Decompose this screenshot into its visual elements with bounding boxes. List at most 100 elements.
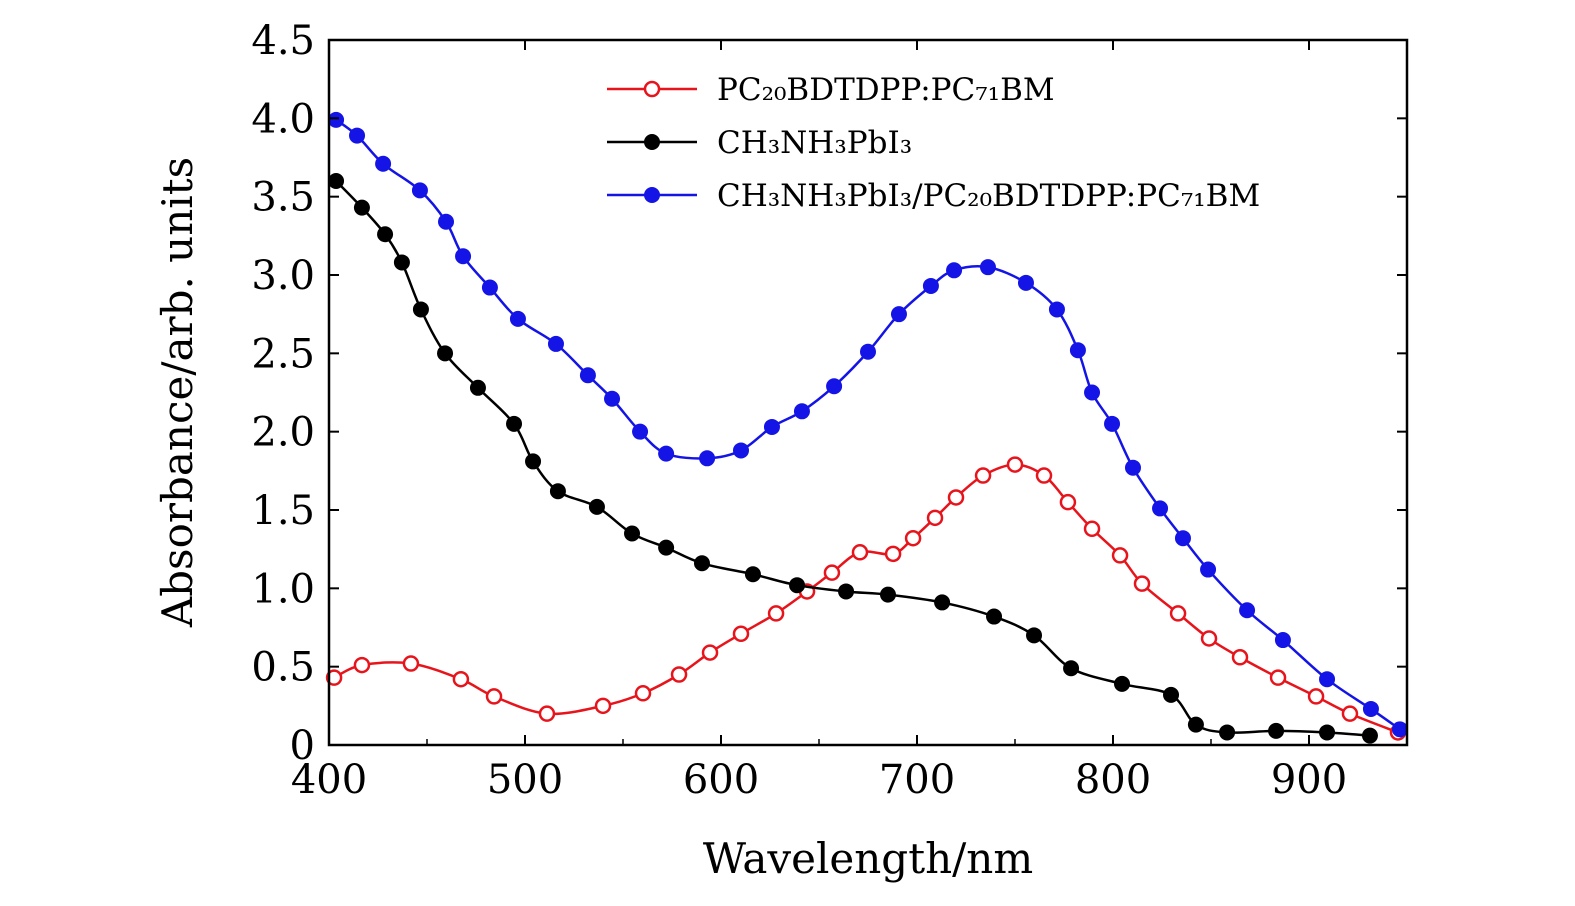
data-point bbox=[594, 697, 612, 715]
data-point bbox=[1319, 724, 1336, 741]
data-point bbox=[353, 199, 370, 216]
y-tick-label: 3.0 bbox=[251, 253, 315, 299]
data-point bbox=[402, 655, 420, 672]
data-point bbox=[549, 483, 566, 500]
data-point bbox=[789, 577, 806, 594]
data-point bbox=[547, 335, 564, 352]
data-point bbox=[1114, 675, 1131, 692]
data-point bbox=[1268, 722, 1285, 739]
data-point bbox=[1048, 301, 1065, 318]
data-point bbox=[1219, 724, 1236, 741]
y-tick-label: 0.5 bbox=[251, 645, 315, 691]
data-point bbox=[452, 670, 470, 688]
data-point bbox=[699, 450, 716, 467]
legend-marker-1 bbox=[644, 134, 660, 150]
data-point bbox=[934, 594, 951, 611]
data-point bbox=[851, 544, 869, 561]
legend-label-1: CH₃NH₃PbI₃ bbox=[717, 125, 912, 161]
data-point bbox=[793, 403, 810, 420]
data-point bbox=[1069, 342, 1086, 359]
ticks-layer: 400 500 600 700 800 900 0 0.5 1.0 1.5 2.0 2.5 3.0 3.5… bbox=[251, 18, 1407, 803]
data-point bbox=[1200, 630, 1218, 647]
y-tick-label: 4.0 bbox=[251, 96, 315, 142]
data-point bbox=[1239, 602, 1256, 619]
data-point bbox=[860, 343, 876, 360]
data-point bbox=[485, 688, 503, 705]
x-tick-label: 900 bbox=[1271, 757, 1347, 803]
legend-entry-2: CH₃NH₃PbI₃/PC₂₀BDTDPP:PC₇₁BM bbox=[607, 178, 1260, 214]
x-axis-label: Wavelength/nm bbox=[703, 834, 1033, 883]
y-tick-label: 2.0 bbox=[251, 410, 315, 456]
data-point bbox=[1063, 660, 1080, 677]
series-layer bbox=[325, 111, 1408, 744]
data-point bbox=[947, 489, 965, 506]
data-point bbox=[1059, 493, 1077, 511]
legend-marker-0 bbox=[643, 80, 661, 98]
data-point bbox=[1084, 384, 1101, 401]
data-point bbox=[1187, 716, 1204, 733]
legend-marker-2 bbox=[644, 187, 660, 203]
data-point bbox=[1319, 671, 1336, 688]
data-point bbox=[986, 608, 1003, 625]
y-axis-label: Absorbance/arb. units bbox=[153, 157, 202, 628]
data-point bbox=[1231, 649, 1249, 666]
data-point bbox=[469, 379, 486, 396]
data-point bbox=[838, 583, 855, 600]
legend-entry-0: PC₂₀BDTDPP:PC₇₁BM bbox=[607, 72, 1055, 108]
series-2 bbox=[328, 111, 1408, 738]
data-point bbox=[979, 259, 996, 276]
data-point bbox=[926, 509, 944, 527]
data-point bbox=[1307, 688, 1325, 705]
data-point bbox=[763, 418, 780, 435]
data-point bbox=[1200, 561, 1217, 578]
data-point bbox=[1006, 456, 1024, 473]
data-point bbox=[1133, 575, 1151, 592]
data-point bbox=[328, 173, 345, 189]
series-line-1 bbox=[335, 180, 1371, 737]
plot-frame bbox=[327, 38, 1409, 747]
x-tick-label: 400 bbox=[291, 757, 367, 803]
data-point bbox=[1341, 705, 1359, 722]
y-tick-label: 1.0 bbox=[251, 566, 315, 612]
data-point bbox=[1152, 500, 1169, 517]
data-point bbox=[658, 539, 675, 556]
x-tick-label: 600 bbox=[683, 757, 759, 803]
data-point bbox=[538, 705, 556, 722]
legend: PC₂₀BDTDPP:PC₇₁BM CH₃NH₃PbI₃ CH₃NH₃PbI₃/… bbox=[607, 72, 1260, 214]
data-point bbox=[879, 586, 896, 603]
data-point bbox=[632, 423, 649, 440]
data-point bbox=[946, 262, 963, 279]
data-point bbox=[693, 555, 710, 572]
series-0 bbox=[325, 456, 1407, 741]
data-point bbox=[481, 279, 498, 296]
data-point bbox=[438, 213, 455, 230]
data-point bbox=[325, 669, 343, 686]
data-point bbox=[1361, 727, 1378, 744]
y-tick-label: 3.5 bbox=[251, 175, 315, 221]
data-point bbox=[890, 306, 907, 323]
data-point bbox=[823, 564, 841, 581]
data-point bbox=[525, 453, 542, 470]
data-point bbox=[732, 442, 749, 459]
data-point bbox=[393, 254, 410, 271]
x-tick-label: 700 bbox=[879, 757, 955, 803]
x-tick-label: 500 bbox=[487, 757, 563, 803]
data-point bbox=[1163, 686, 1180, 703]
data-point bbox=[353, 656, 371, 674]
data-point bbox=[884, 545, 902, 563]
x-tick-label: 800 bbox=[1075, 757, 1151, 803]
legend-label-2: CH₃NH₃PbI₃/PC₂₀BDTDPP:PC₇₁BM bbox=[717, 178, 1260, 214]
legend-entry-1: CH₃NH₃PbI₃ bbox=[607, 125, 912, 161]
data-point bbox=[506, 415, 523, 432]
data-point bbox=[826, 378, 843, 395]
data-point bbox=[744, 566, 761, 583]
data-point bbox=[509, 310, 526, 327]
data-point bbox=[411, 182, 428, 199]
data-point bbox=[1391, 721, 1408, 738]
data-point bbox=[1104, 415, 1121, 432]
data-point bbox=[1017, 274, 1034, 291]
data-point bbox=[328, 111, 345, 128]
data-point bbox=[767, 605, 785, 622]
data-point bbox=[1083, 520, 1101, 538]
data-point bbox=[1035, 467, 1053, 484]
